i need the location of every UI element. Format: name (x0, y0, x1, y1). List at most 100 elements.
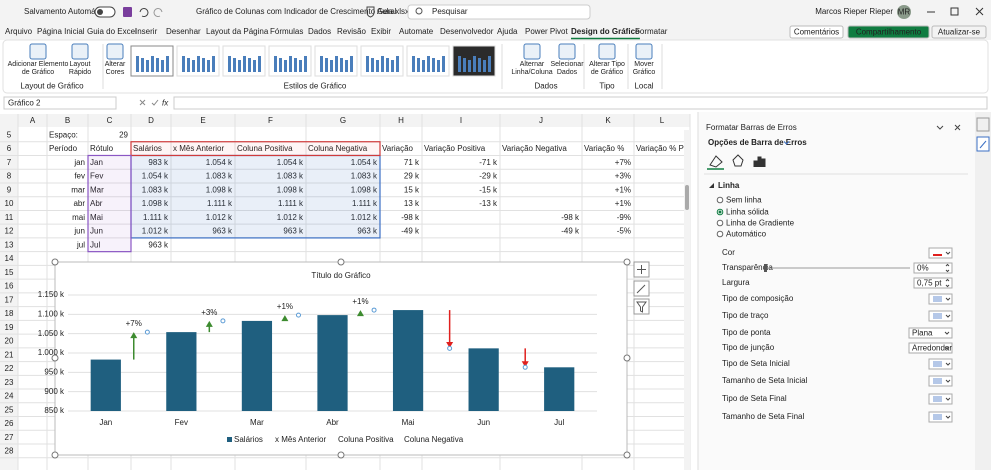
formula-input[interactable] (173, 96, 988, 110)
radio[interactable] (716, 196, 724, 204)
ribbon-tab[interactable]: Desenhar (166, 27, 201, 36)
ribbon-button-icon[interactable] (635, 43, 653, 60)
ribbon-tab[interactable]: Formatar (635, 27, 668, 36)
property-label: Tipo de junção (722, 343, 775, 352)
ribbon-tab[interactable]: Desenvolvedor (440, 27, 494, 36)
strip-icon (979, 140, 987, 149)
resize-handle[interactable] (337, 258, 345, 266)
cell: Mar (90, 185, 104, 194)
x-tick-label: Mai (402, 418, 415, 427)
resize-handle[interactable] (623, 354, 631, 362)
row-header: 16 (5, 282, 14, 291)
ribbon-tab[interactable]: Ajuda (497, 27, 518, 36)
property-input[interactable] (908, 342, 953, 354)
name-box[interactable] (3, 96, 117, 110)
ribbon-tab[interactable]: Arquivo (5, 27, 33, 36)
resize-handle[interactable] (623, 451, 631, 459)
thumbnail-bar (340, 58, 343, 72)
ribbon-group-label: Tipo (599, 82, 615, 91)
thumbnail-bar (187, 58, 190, 72)
effects-tab[interactable] (732, 154, 744, 167)
ribbon-tab[interactable]: Inserir (135, 27, 158, 36)
resize-handle[interactable] (623, 258, 631, 266)
ribbon-action-button[interactable] (789, 25, 844, 39)
pane-close[interactable] (954, 124, 961, 131)
search-placeholder: Pesquisar (432, 7, 468, 16)
fill-line-tab[interactable] (709, 155, 723, 168)
ribbon-tab[interactable]: Página Inicial (37, 27, 85, 36)
maximize[interactable] (950, 7, 959, 16)
undo-icon[interactable] (139, 8, 149, 17)
ribbon-tab[interactable]: Layout da Página (206, 27, 269, 36)
cell: 1.083 k (142, 185, 169, 194)
button-chevron (945, 314, 951, 318)
pane-collapse[interactable] (936, 125, 944, 130)
ribbon-button-label[interactable]: Mover Gráfico (632, 61, 656, 76)
column-header: A (30, 116, 36, 125)
ribbon-button-icon[interactable] (523, 43, 541, 60)
column-header: F (268, 116, 273, 125)
cell: 1.012 k (206, 213, 233, 222)
ribbon-action-button[interactable] (931, 25, 987, 39)
radio[interactable] (716, 230, 724, 238)
ribbon-tab[interactable]: Automate (399, 27, 434, 36)
subtitle-chevron (783, 141, 790, 145)
scroll-thumb[interactable] (685, 185, 689, 210)
cell: Variação Negativa (502, 144, 567, 153)
close[interactable] (975, 7, 984, 16)
ribbon-button-label[interactable]: Alternar Linha/Coluna (511, 61, 553, 76)
radio[interactable] (716, 219, 724, 227)
thumbnail-bar (136, 56, 139, 72)
ribbon-button-label[interactable]: Alterar Tipo de Gráfico (589, 61, 625, 76)
cell: 983 k (148, 158, 169, 167)
arrow-head (281, 315, 289, 322)
row-header: 11 (5, 213, 14, 222)
search-box[interactable] (407, 4, 591, 20)
ribbon-tab[interactable]: Revisão (337, 27, 366, 36)
column-header: E (200, 116, 205, 125)
property-input[interactable] (913, 262, 953, 274)
property-input[interactable] (913, 277, 953, 289)
property-input[interactable] (908, 327, 953, 339)
property-label: Largura (722, 278, 750, 287)
thumbnail-bar (279, 58, 282, 72)
ribbon-tab[interactable]: Design do Gráfico (571, 27, 640, 36)
property-button[interactable] (928, 247, 953, 259)
ribbon-button-icon[interactable] (106, 43, 124, 60)
save-icon[interactable] (123, 7, 132, 17)
avatar[interactable] (897, 5, 911, 19)
ribbon-button-icon[interactable] (29, 43, 47, 60)
ribbon-tab[interactable]: Exibir (371, 27, 391, 36)
options-tab[interactable] (753, 156, 766, 167)
cell: -71 k (479, 158, 498, 167)
strip-button[interactable] (976, 117, 990, 132)
ribbon-button-icon[interactable] (71, 43, 89, 60)
cell: 1.012 k (142, 227, 169, 236)
ribbon-button-icon[interactable] (558, 43, 576, 60)
resize-handle[interactable] (51, 451, 59, 459)
ribbon-button-label[interactable]: Alterar Cores (104, 61, 126, 76)
ribbon-tab[interactable]: Guia do Excel (87, 27, 137, 36)
ribbon-action-button[interactable] (847, 25, 930, 39)
ribbon-button-icon[interactable] (598, 43, 616, 60)
ribbon-tab[interactable]: Power Pivot (525, 27, 568, 36)
ribbon-tab[interactable]: Fórmulas (270, 27, 303, 36)
resize-handle[interactable] (51, 354, 59, 362)
redo-icon[interactable] (153, 8, 163, 17)
ribbon-button-label[interactable]: Adicionar Elemento de Gráfico (7, 61, 69, 76)
ribbon-button-label[interactable]: Layout Rápido (68, 61, 92, 76)
button-glyph (933, 313, 942, 319)
ribbon-button-label[interactable]: Selecionar Dados (550, 61, 584, 76)
ribbon-tab[interactable]: Dados (308, 27, 331, 36)
thumbnail-bar (274, 56, 277, 72)
cell: 1.111 k (207, 199, 233, 208)
cell: 963 k (212, 227, 233, 236)
resize-handle[interactable] (51, 258, 59, 266)
slider-thumb[interactable] (764, 264, 767, 272)
thumbnail-bar (396, 56, 399, 72)
resize-handle[interactable] (337, 451, 345, 459)
thumbnail-bar (366, 56, 369, 72)
cell: Jan (90, 158, 103, 167)
thumbnail-bar (248, 58, 251, 72)
previous-month-marker (144, 329, 150, 335)
